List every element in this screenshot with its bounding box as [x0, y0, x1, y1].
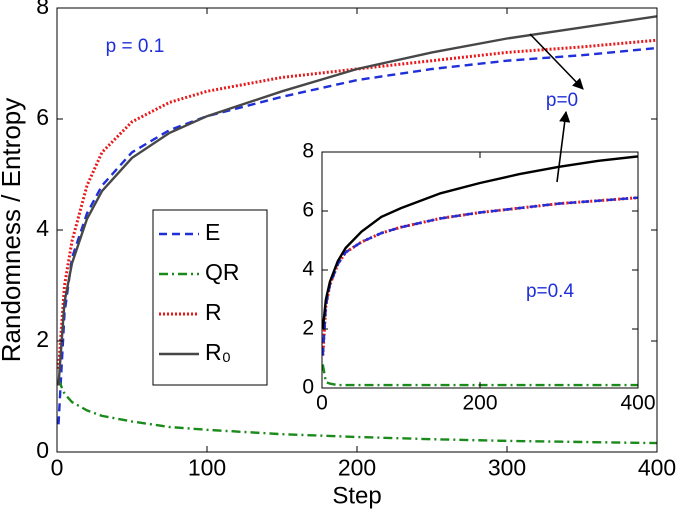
- legend-label: R: [205, 299, 222, 325]
- y-tick-label: 6: [36, 104, 49, 130]
- legend-box: [152, 209, 268, 386]
- y-tick-label: 2: [302, 317, 314, 340]
- x-tick-label: 400: [620, 391, 655, 414]
- legend: E QR R R₀: [152, 209, 268, 386]
- y-tick-label: 8: [302, 140, 314, 163]
- x-tick-label: 0: [316, 391, 328, 414]
- x-tick-label: 200: [462, 391, 497, 414]
- series-line: [57, 46, 657, 425]
- y-tick-label: 0: [36, 437, 49, 463]
- x-axis-label: Step: [332, 482, 381, 509]
- series-line: [57, 15, 657, 386]
- annotation: p = 0.1: [106, 36, 165, 57]
- y-tick-label: 4: [36, 215, 49, 241]
- y-tick-label: 0: [302, 376, 314, 399]
- series-line: [322, 155, 638, 330]
- arrow: [556, 110, 571, 183]
- plot-1: 0 200 400 0 2 4 6 8 p=0.4: [302, 140, 655, 415]
- x-tick-label: 300: [488, 454, 526, 480]
- series-line: [322, 196, 638, 356]
- y-tick-label: 4: [302, 258, 314, 281]
- x-tick-label: 200: [338, 454, 376, 480]
- series-line: [57, 379, 657, 445]
- x-tick-label: 0: [51, 454, 64, 480]
- y-tick-label: 8: [36, 0, 49, 19]
- legend-label: E: [205, 219, 220, 245]
- y-axis-label: Randomness / Entropy: [0, 98, 26, 362]
- legend-label: QR: [205, 259, 240, 285]
- series-line: [57, 38, 657, 369]
- y-tick-label: 6: [302, 199, 314, 222]
- annotation: p=0.4: [526, 281, 575, 302]
- legend-label: R₀: [205, 339, 231, 365]
- x-tick-label: 100: [188, 454, 226, 480]
- series-line: [322, 364, 638, 387]
- x-tick-label: 400: [638, 454, 676, 480]
- inset-background: [322, 152, 638, 388]
- y-tick-label: 2: [36, 326, 49, 352]
- arrow: [529, 33, 584, 90]
- annotation: p=0: [546, 90, 578, 111]
